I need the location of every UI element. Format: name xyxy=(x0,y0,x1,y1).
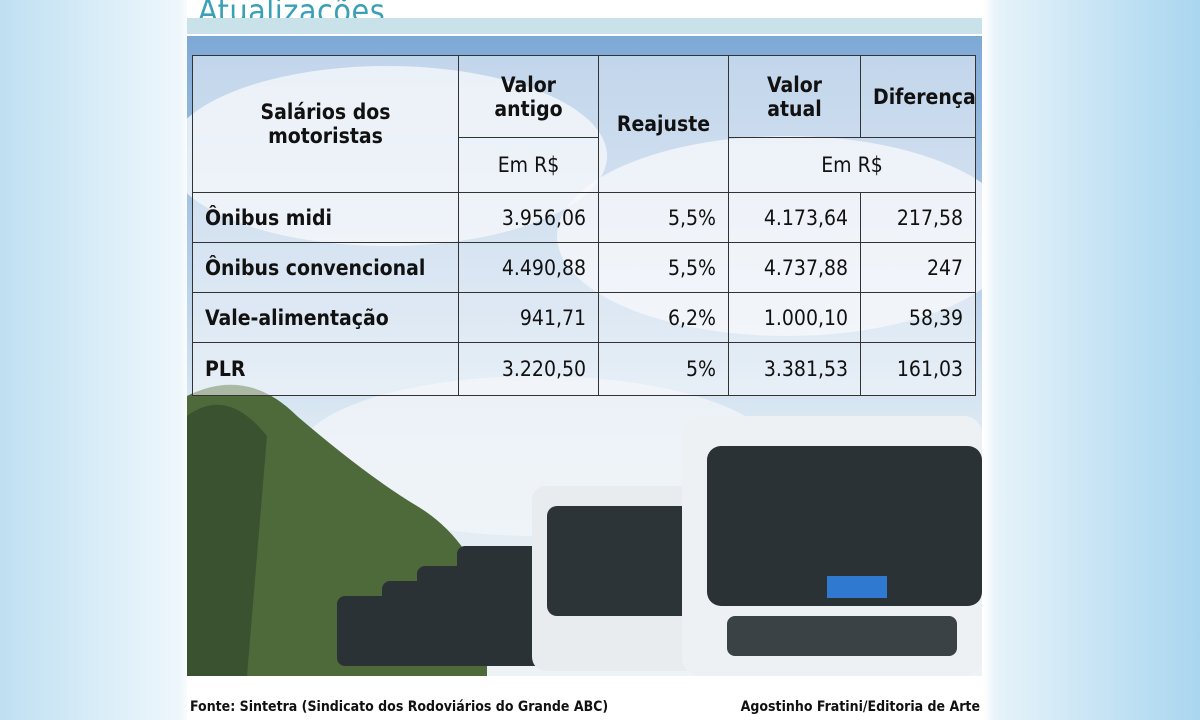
table-row: Ônibus convencional 4.490,88 5,5% 4.737,88 2… xyxy=(192,242,976,293)
value-cell: 5,5% xyxy=(598,242,729,293)
value-cell: 6,2% xyxy=(598,292,729,343)
unit-cell: Em R$ xyxy=(728,137,976,193)
value-cell: 941,71 xyxy=(458,292,599,343)
value-cell: 5,5% xyxy=(598,192,729,243)
unit-cell: Em R$ xyxy=(458,137,599,193)
row-label: Ônibus midi xyxy=(192,192,459,243)
table-row: PLR 3.220,50 5% 3.381,53 161,03 xyxy=(192,342,976,396)
source: Fonte: Sintetra (Sindicato dos Rodoviári… xyxy=(190,699,609,715)
value-cell: 3.381,53 xyxy=(728,342,861,396)
table-row: Ônibus midi 3.956,06 5,5% 4.173,64 217,58 xyxy=(192,192,976,243)
value-cell: 3.220,50 xyxy=(458,342,599,396)
value-cell: 4.490,88 xyxy=(458,242,599,293)
header-cell: Valor antigo xyxy=(458,55,599,138)
row-label: PLR xyxy=(192,342,459,396)
value-cell: 161,03 xyxy=(860,342,976,396)
salary-table: Salários dos motoristas Valor antigo Rea… xyxy=(192,55,976,396)
table-row: Vale-alimentação 941,71 6,2% 1.000,10 58,39 xyxy=(192,292,976,343)
value-cell: 58,39 xyxy=(860,292,976,343)
value-cell: 247 xyxy=(860,242,976,293)
value-cell: 5% xyxy=(598,342,729,396)
row-label: Vale-alimentação xyxy=(192,292,459,343)
row-label: Ônibus convencional xyxy=(192,242,459,293)
value-cell: 1.000,10 xyxy=(728,292,861,343)
value-cell: 4.173,64 xyxy=(728,192,861,243)
header-cell: Diferença xyxy=(860,55,976,138)
value-cell: 4.737,88 xyxy=(728,242,861,293)
value-cell: 217,58 xyxy=(860,192,976,243)
header-cell: Reajuste xyxy=(598,55,729,193)
title-bar xyxy=(187,18,982,34)
header-cell: Salários dos motoristas xyxy=(192,55,459,193)
value-cell: 3.956,06 xyxy=(458,192,599,243)
credit: Agostinho Fratini/Editoria de Arte xyxy=(740,699,980,715)
header-cell: Valor atual xyxy=(728,55,861,138)
